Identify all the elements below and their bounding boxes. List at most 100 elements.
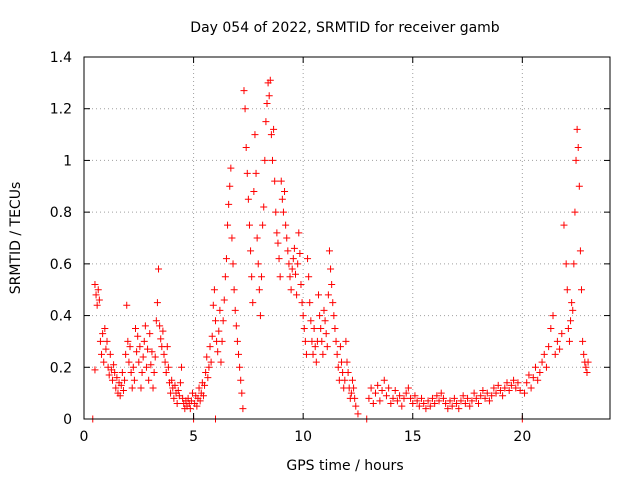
data-point [442,399,450,407]
data-point [240,87,248,95]
data-point [348,376,356,384]
data-point [91,281,99,289]
data-point [516,387,524,395]
data-point [433,392,441,400]
data-point [231,306,239,314]
y-tick-label: 0.4 [50,309,72,325]
data-point [342,337,350,345]
data-point [236,363,244,371]
data-point [350,384,358,392]
data-point [226,182,234,190]
data-point [228,234,236,242]
data-point [547,325,555,332]
data-point [252,169,260,177]
data-point [507,381,515,389]
data-point [564,325,572,332]
data-point [327,265,335,273]
data-point [367,384,375,392]
data-point [545,343,553,351]
data-point [259,221,267,229]
data-point [295,229,303,237]
data-point [93,301,101,309]
data-point [279,208,287,216]
data-point [133,348,141,356]
data-point [374,381,382,389]
data-point [291,270,299,278]
data-point [466,402,474,410]
data-point [195,384,203,392]
data-point [256,312,264,320]
data-point [376,397,384,405]
data-point [334,363,342,371]
data-point [565,337,573,345]
data-point [305,273,313,281]
data-point [140,337,148,345]
data-point [494,381,502,389]
data-point [444,405,452,413]
data-point [275,255,283,263]
data-point [481,394,489,402]
data-point [398,402,406,410]
data-point [203,353,211,361]
data-point [369,399,377,407]
data-point [563,286,571,294]
data-point [393,397,401,405]
data-point [512,384,520,392]
data-points [89,76,592,423]
data-point [258,273,266,281]
data-point [147,361,155,369]
y-tick-label: 0.2 [50,360,72,376]
data-point [238,389,246,397]
data-point [558,330,566,338]
data-point [162,368,170,376]
data-point [186,405,194,413]
data-point [91,366,99,374]
data-point [470,389,478,397]
y-tick-label: 0.8 [50,205,72,221]
data-point [407,394,415,402]
data-point [499,392,507,400]
y-axis-label: SRMTID / TECUs [8,182,24,295]
data-point [152,317,160,325]
data-point [112,384,120,392]
data-point [304,255,312,263]
data-point [277,177,285,185]
x-tick-label: 10 [294,429,312,445]
data-point [242,144,250,151]
data-point [270,125,278,133]
data-point [134,332,142,340]
data-point [488,392,496,400]
data-point [253,234,261,242]
data-point [218,337,226,345]
data-point [371,389,379,397]
data-point [217,358,225,366]
data-point [485,397,493,405]
data-point [378,387,386,395]
data-point [164,363,172,371]
data-point [241,105,249,113]
data-point [174,387,182,395]
data-point [437,389,445,397]
data-point [193,402,201,410]
data-point [496,387,504,395]
data-point [142,363,150,371]
data-point [582,363,590,371]
data-point [568,299,576,307]
data-point [426,402,434,410]
data-point [525,371,533,379]
data-point [254,260,262,268]
data-point [92,291,100,299]
data-point [351,394,359,402]
data-point [125,358,133,366]
data-point [95,296,103,304]
data-point [323,343,331,351]
data-point [536,368,544,376]
grid [84,57,610,419]
data-point [237,376,245,384]
data-point [287,286,295,294]
data-point [382,392,390,400]
data-point [267,131,275,139]
data-point [312,358,320,366]
data-point [325,247,333,255]
data-point [294,260,302,268]
